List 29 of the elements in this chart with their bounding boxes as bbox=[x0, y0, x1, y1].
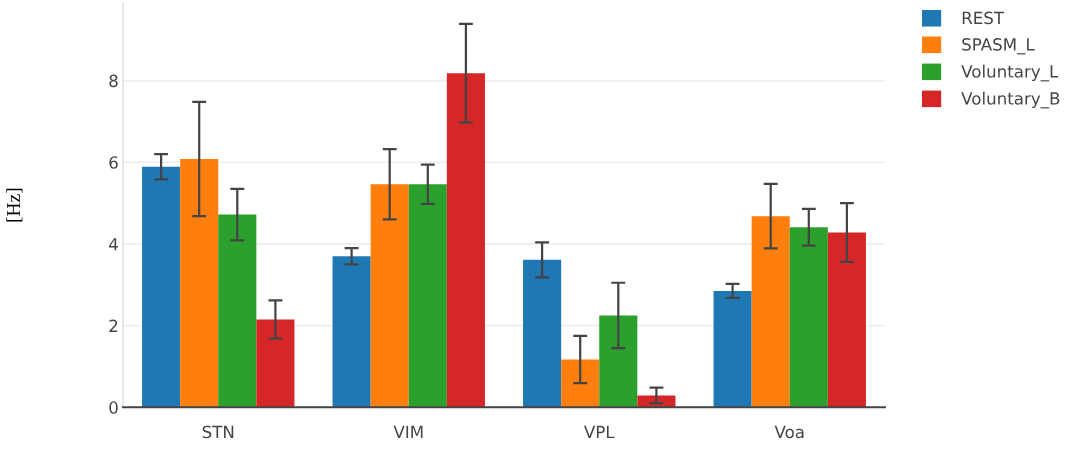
bar bbox=[561, 359, 600, 408]
legend-label: REST bbox=[962, 11, 1005, 25]
y-tick-label: 4 bbox=[109, 238, 118, 251]
x-tick-label: VPL bbox=[584, 425, 615, 439]
x-tick-label: VIM bbox=[393, 425, 423, 439]
y-tick-label: 2 bbox=[109, 319, 118, 332]
y-axis-title: [Hz] bbox=[6, 188, 23, 222]
legend-label: SPASM_L bbox=[962, 38, 1035, 55]
legend-label: Voluntary_B bbox=[961, 91, 1060, 109]
x-tick-label: Voa bbox=[774, 425, 804, 439]
bar bbox=[142, 166, 181, 408]
bar bbox=[789, 227, 828, 408]
bar bbox=[408, 184, 447, 408]
bar bbox=[751, 216, 790, 408]
y-tick-label: 6 bbox=[109, 156, 118, 169]
bar bbox=[827, 232, 866, 408]
bar bbox=[599, 315, 638, 408]
bar bbox=[713, 290, 752, 408]
bar bbox=[523, 259, 562, 408]
x-tick-label: STN bbox=[202, 425, 234, 439]
bar bbox=[180, 159, 219, 408]
bar bbox=[370, 184, 409, 408]
legend-label: Voluntary_L bbox=[961, 64, 1059, 82]
bar bbox=[218, 214, 257, 408]
bar bbox=[256, 319, 295, 408]
bar bbox=[446, 73, 485, 408]
y-tick-label: 0 bbox=[109, 401, 118, 414]
y-tick-label: 8 bbox=[109, 74, 118, 88]
bar bbox=[332, 256, 371, 408]
